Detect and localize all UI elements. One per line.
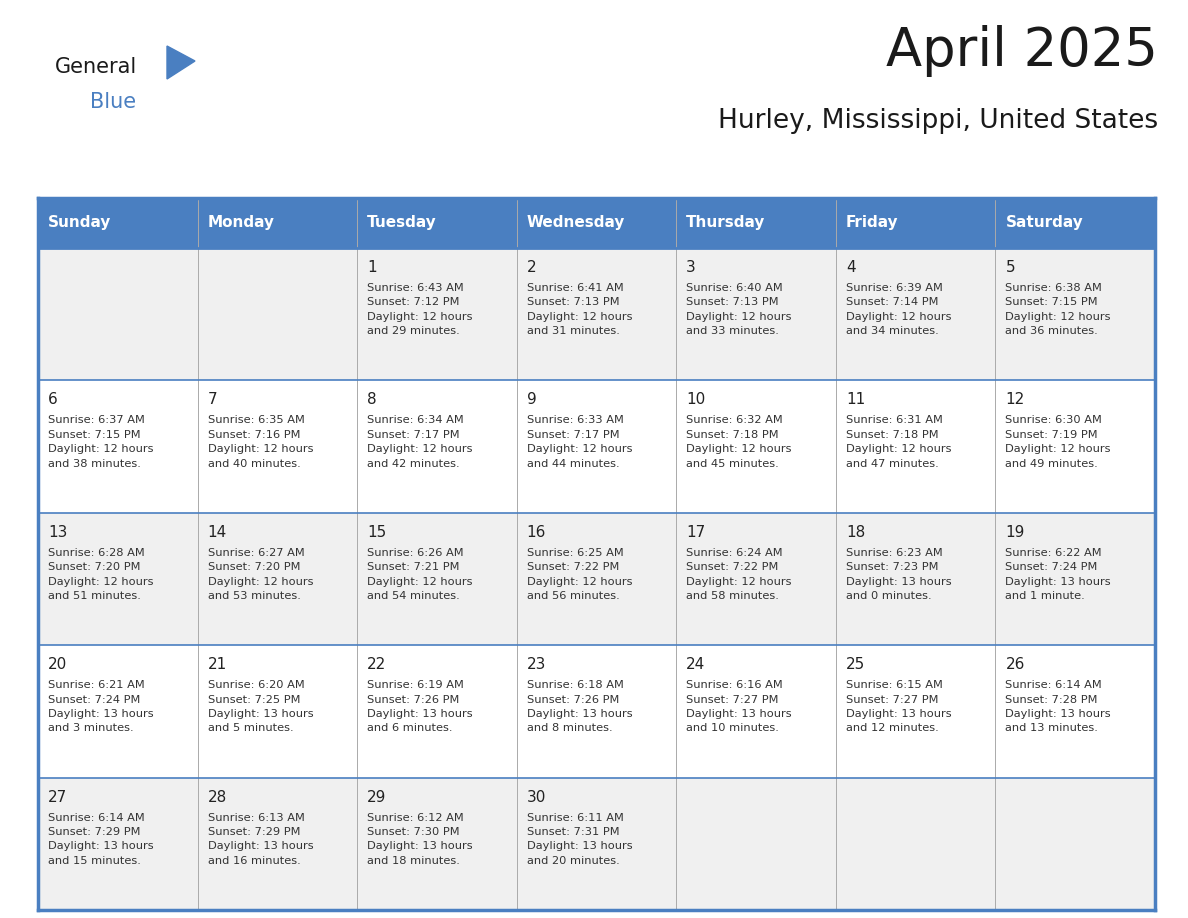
Text: 20: 20 xyxy=(48,657,68,672)
Text: April 2025: April 2025 xyxy=(886,25,1158,77)
Text: Sunrise: 6:20 AM
Sunset: 7:25 PM
Daylight: 13 hours
and 5 minutes.: Sunrise: 6:20 AM Sunset: 7:25 PM Dayligh… xyxy=(208,680,314,733)
Text: Sunrise: 6:13 AM
Sunset: 7:29 PM
Daylight: 13 hours
and 16 minutes.: Sunrise: 6:13 AM Sunset: 7:29 PM Dayligh… xyxy=(208,812,314,866)
Text: Blue: Blue xyxy=(90,92,137,112)
Text: Sunrise: 6:32 AM
Sunset: 7:18 PM
Daylight: 12 hours
and 45 minutes.: Sunrise: 6:32 AM Sunset: 7:18 PM Dayligh… xyxy=(687,416,791,468)
Text: 9: 9 xyxy=(526,392,537,408)
Text: Sunrise: 6:27 AM
Sunset: 7:20 PM
Daylight: 12 hours
and 53 minutes.: Sunrise: 6:27 AM Sunset: 7:20 PM Dayligh… xyxy=(208,548,314,601)
Text: Sunrise: 6:35 AM
Sunset: 7:16 PM
Daylight: 12 hours
and 40 minutes.: Sunrise: 6:35 AM Sunset: 7:16 PM Dayligh… xyxy=(208,416,314,468)
Text: Sunrise: 6:38 AM
Sunset: 7:15 PM
Daylight: 12 hours
and 36 minutes.: Sunrise: 6:38 AM Sunset: 7:15 PM Dayligh… xyxy=(1005,283,1111,336)
Text: Tuesday: Tuesday xyxy=(367,216,437,230)
Text: Sunrise: 6:39 AM
Sunset: 7:14 PM
Daylight: 12 hours
and 34 minutes.: Sunrise: 6:39 AM Sunset: 7:14 PM Dayligh… xyxy=(846,283,952,336)
Text: 26: 26 xyxy=(1005,657,1025,672)
Text: 1: 1 xyxy=(367,260,377,275)
Text: Hurley, Mississippi, United States: Hurley, Mississippi, United States xyxy=(718,108,1158,134)
Text: Sunrise: 6:41 AM
Sunset: 7:13 PM
Daylight: 12 hours
and 31 minutes.: Sunrise: 6:41 AM Sunset: 7:13 PM Dayligh… xyxy=(526,283,632,336)
Text: 28: 28 xyxy=(208,789,227,804)
Text: 12: 12 xyxy=(1005,392,1025,408)
Text: 23: 23 xyxy=(526,657,546,672)
Text: Sunrise: 6:24 AM
Sunset: 7:22 PM
Daylight: 12 hours
and 58 minutes.: Sunrise: 6:24 AM Sunset: 7:22 PM Dayligh… xyxy=(687,548,791,601)
Text: Sunrise: 6:11 AM
Sunset: 7:31 PM
Daylight: 13 hours
and 20 minutes.: Sunrise: 6:11 AM Sunset: 7:31 PM Dayligh… xyxy=(526,812,632,866)
Text: Sunrise: 6:26 AM
Sunset: 7:21 PM
Daylight: 12 hours
and 54 minutes.: Sunrise: 6:26 AM Sunset: 7:21 PM Dayligh… xyxy=(367,548,473,601)
Text: 25: 25 xyxy=(846,657,865,672)
Text: Sunrise: 6:14 AM
Sunset: 7:28 PM
Daylight: 13 hours
and 13 minutes.: Sunrise: 6:14 AM Sunset: 7:28 PM Dayligh… xyxy=(1005,680,1111,733)
Text: Thursday: Thursday xyxy=(687,216,765,230)
Text: Sunrise: 6:19 AM
Sunset: 7:26 PM
Daylight: 13 hours
and 6 minutes.: Sunrise: 6:19 AM Sunset: 7:26 PM Dayligh… xyxy=(367,680,473,733)
Text: Sunrise: 6:25 AM
Sunset: 7:22 PM
Daylight: 12 hours
and 56 minutes.: Sunrise: 6:25 AM Sunset: 7:22 PM Dayligh… xyxy=(526,548,632,601)
Text: 17: 17 xyxy=(687,525,706,540)
Text: Friday: Friday xyxy=(846,216,898,230)
Text: 24: 24 xyxy=(687,657,706,672)
Text: 4: 4 xyxy=(846,260,855,275)
Text: 11: 11 xyxy=(846,392,865,408)
Text: Sunrise: 6:18 AM
Sunset: 7:26 PM
Daylight: 13 hours
and 8 minutes.: Sunrise: 6:18 AM Sunset: 7:26 PM Dayligh… xyxy=(526,680,632,733)
Text: Sunrise: 6:12 AM
Sunset: 7:30 PM
Daylight: 13 hours
and 18 minutes.: Sunrise: 6:12 AM Sunset: 7:30 PM Dayligh… xyxy=(367,812,473,866)
Text: 8: 8 xyxy=(367,392,377,408)
Bar xyxy=(38,248,1155,380)
Text: Sunrise: 6:30 AM
Sunset: 7:19 PM
Daylight: 12 hours
and 49 minutes.: Sunrise: 6:30 AM Sunset: 7:19 PM Dayligh… xyxy=(1005,416,1111,468)
Text: 16: 16 xyxy=(526,525,546,540)
Text: 27: 27 xyxy=(48,789,68,804)
Text: Sunday: Sunday xyxy=(48,216,112,230)
Text: 22: 22 xyxy=(367,657,386,672)
Text: Sunrise: 6:34 AM
Sunset: 7:17 PM
Daylight: 12 hours
and 42 minutes.: Sunrise: 6:34 AM Sunset: 7:17 PM Dayligh… xyxy=(367,416,473,468)
Text: 21: 21 xyxy=(208,657,227,672)
Bar xyxy=(38,198,1155,248)
Bar xyxy=(38,380,1155,513)
Text: Sunrise: 6:16 AM
Sunset: 7:27 PM
Daylight: 13 hours
and 10 minutes.: Sunrise: 6:16 AM Sunset: 7:27 PM Dayligh… xyxy=(687,680,792,733)
Text: Sunrise: 6:37 AM
Sunset: 7:15 PM
Daylight: 12 hours
and 38 minutes.: Sunrise: 6:37 AM Sunset: 7:15 PM Dayligh… xyxy=(48,416,153,468)
Text: 30: 30 xyxy=(526,789,546,804)
Text: Sunrise: 6:31 AM
Sunset: 7:18 PM
Daylight: 12 hours
and 47 minutes.: Sunrise: 6:31 AM Sunset: 7:18 PM Dayligh… xyxy=(846,416,952,468)
Text: 19: 19 xyxy=(1005,525,1025,540)
Text: 3: 3 xyxy=(687,260,696,275)
Polygon shape xyxy=(168,46,195,79)
Text: Sunrise: 6:14 AM
Sunset: 7:29 PM
Daylight: 13 hours
and 15 minutes.: Sunrise: 6:14 AM Sunset: 7:29 PM Dayligh… xyxy=(48,812,153,866)
Text: 14: 14 xyxy=(208,525,227,540)
Bar xyxy=(38,645,1155,778)
Text: 13: 13 xyxy=(48,525,68,540)
Text: Monday: Monday xyxy=(208,216,274,230)
Text: 6: 6 xyxy=(48,392,58,408)
Text: Wednesday: Wednesday xyxy=(526,216,625,230)
Text: Sunrise: 6:28 AM
Sunset: 7:20 PM
Daylight: 12 hours
and 51 minutes.: Sunrise: 6:28 AM Sunset: 7:20 PM Dayligh… xyxy=(48,548,153,601)
Text: Sunrise: 6:22 AM
Sunset: 7:24 PM
Daylight: 13 hours
and 1 minute.: Sunrise: 6:22 AM Sunset: 7:24 PM Dayligh… xyxy=(1005,548,1111,601)
Text: Saturday: Saturday xyxy=(1005,216,1083,230)
Text: General: General xyxy=(55,57,138,77)
Text: 15: 15 xyxy=(367,525,386,540)
Text: Sunrise: 6:33 AM
Sunset: 7:17 PM
Daylight: 12 hours
and 44 minutes.: Sunrise: 6:33 AM Sunset: 7:17 PM Dayligh… xyxy=(526,416,632,468)
Text: Sunrise: 6:23 AM
Sunset: 7:23 PM
Daylight: 13 hours
and 0 minutes.: Sunrise: 6:23 AM Sunset: 7:23 PM Dayligh… xyxy=(846,548,952,601)
Text: Sunrise: 6:21 AM
Sunset: 7:24 PM
Daylight: 13 hours
and 3 minutes.: Sunrise: 6:21 AM Sunset: 7:24 PM Dayligh… xyxy=(48,680,153,733)
Text: Sunrise: 6:43 AM
Sunset: 7:12 PM
Daylight: 12 hours
and 29 minutes.: Sunrise: 6:43 AM Sunset: 7:12 PM Dayligh… xyxy=(367,283,473,336)
Text: 5: 5 xyxy=(1005,260,1015,275)
Text: 29: 29 xyxy=(367,789,386,804)
Text: Sunrise: 6:15 AM
Sunset: 7:27 PM
Daylight: 13 hours
and 12 minutes.: Sunrise: 6:15 AM Sunset: 7:27 PM Dayligh… xyxy=(846,680,952,733)
Text: 10: 10 xyxy=(687,392,706,408)
Text: Sunrise: 6:40 AM
Sunset: 7:13 PM
Daylight: 12 hours
and 33 minutes.: Sunrise: 6:40 AM Sunset: 7:13 PM Dayligh… xyxy=(687,283,791,336)
Bar xyxy=(38,778,1155,910)
Text: 2: 2 xyxy=(526,260,536,275)
Bar xyxy=(38,513,1155,645)
Text: 18: 18 xyxy=(846,525,865,540)
Text: 7: 7 xyxy=(208,392,217,408)
